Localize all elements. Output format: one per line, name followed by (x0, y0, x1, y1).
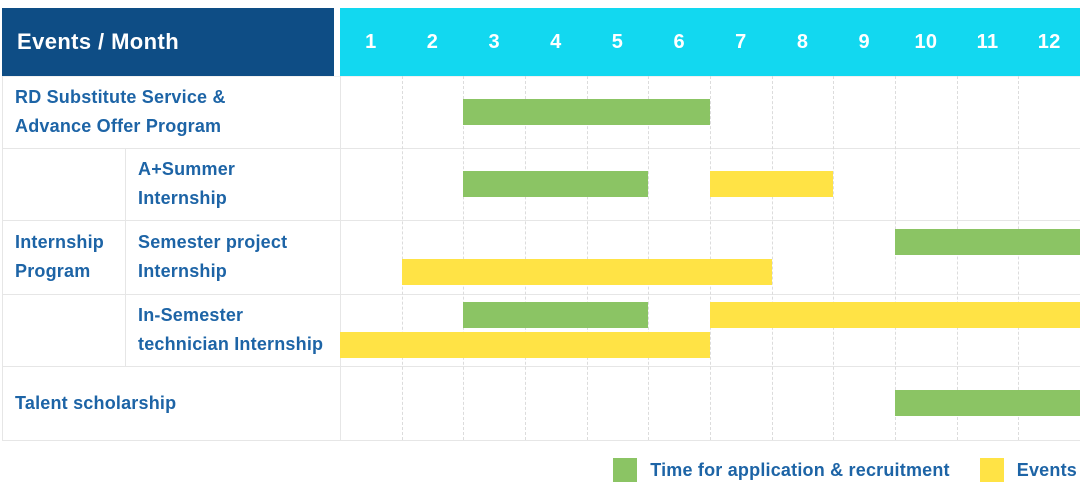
month-label: 3 (488, 30, 500, 53)
month-grid-line (463, 76, 465, 440)
month-grid-line (525, 76, 526, 440)
grid-line-horizontal (2, 76, 1080, 77)
month-grid-line (771, 76, 773, 440)
month-header-row: 1 2 3 4 5 6 7 8 9 10 11 12 (340, 8, 1080, 76)
row-label: RD Substitute Service & Advance Offer Pr… (15, 87, 226, 136)
row-label: Talent scholarship (15, 392, 177, 413)
grid-line-horizontal (2, 220, 1080, 221)
month-label: 2 (426, 30, 439, 53)
month-label: 4 (550, 30, 562, 53)
sub-label-divider (125, 148, 126, 366)
month-label: 5 (611, 30, 624, 53)
gantt-bar-application (463, 302, 649, 328)
legend-swatch-event (979, 458, 1004, 482)
gantt-bar-application (463, 171, 649, 197)
header-events-month-cell: Events / Month (2, 8, 334, 76)
grid-line-horizontal (2, 440, 1080, 441)
legend-label: Time for application & recruitment (650, 459, 950, 480)
header-title: Events / Month (17, 29, 180, 54)
grid-line-horizontal (2, 148, 1080, 149)
gantt-bar-application (895, 390, 1080, 416)
row-sublabel: A+Summer Internship (138, 159, 236, 208)
legend-swatch-application (613, 458, 638, 482)
grid-line-horizontal (2, 294, 1080, 295)
month-label: 1 (365, 30, 377, 53)
month-label: 9 (858, 30, 870, 53)
month-grid-line (401, 76, 403, 440)
gantt-bar-application (895, 229, 1080, 255)
legend: Time for application & recruitment Events (613, 452, 1077, 488)
row-sublabel: Semester project Internship (138, 232, 288, 281)
legend-label: Events (1016, 459, 1077, 480)
month-grid-line (586, 76, 588, 440)
gantt-bar-event (710, 302, 1080, 328)
month-grid-line (1018, 76, 1020, 440)
gantt-bar-event (710, 171, 834, 197)
gantt-bar-event (340, 332, 710, 358)
grid-line-horizontal (2, 366, 1080, 367)
month-label: 10 (914, 30, 938, 53)
month-label: 6 (673, 30, 685, 53)
group-label: Internship Program (15, 232, 105, 281)
label-chart-divider (340, 76, 341, 440)
table-left-border (2, 76, 3, 440)
month-grid-line (710, 76, 711, 440)
month-grid-line (895, 76, 896, 440)
month-label: 7 (735, 30, 747, 53)
month-label: 8 (796, 30, 809, 53)
month-label: 12 (1037, 30, 1061, 53)
gantt-bar-application (463, 99, 710, 125)
month-grid-line (648, 76, 650, 440)
month-grid-line (833, 76, 835, 440)
month-label: 11 (976, 30, 999, 53)
row-sublabel: In-Semester technician Internship (138, 305, 324, 354)
gantt-bar-event (401, 259, 772, 285)
month-grid-line (956, 76, 958, 440)
